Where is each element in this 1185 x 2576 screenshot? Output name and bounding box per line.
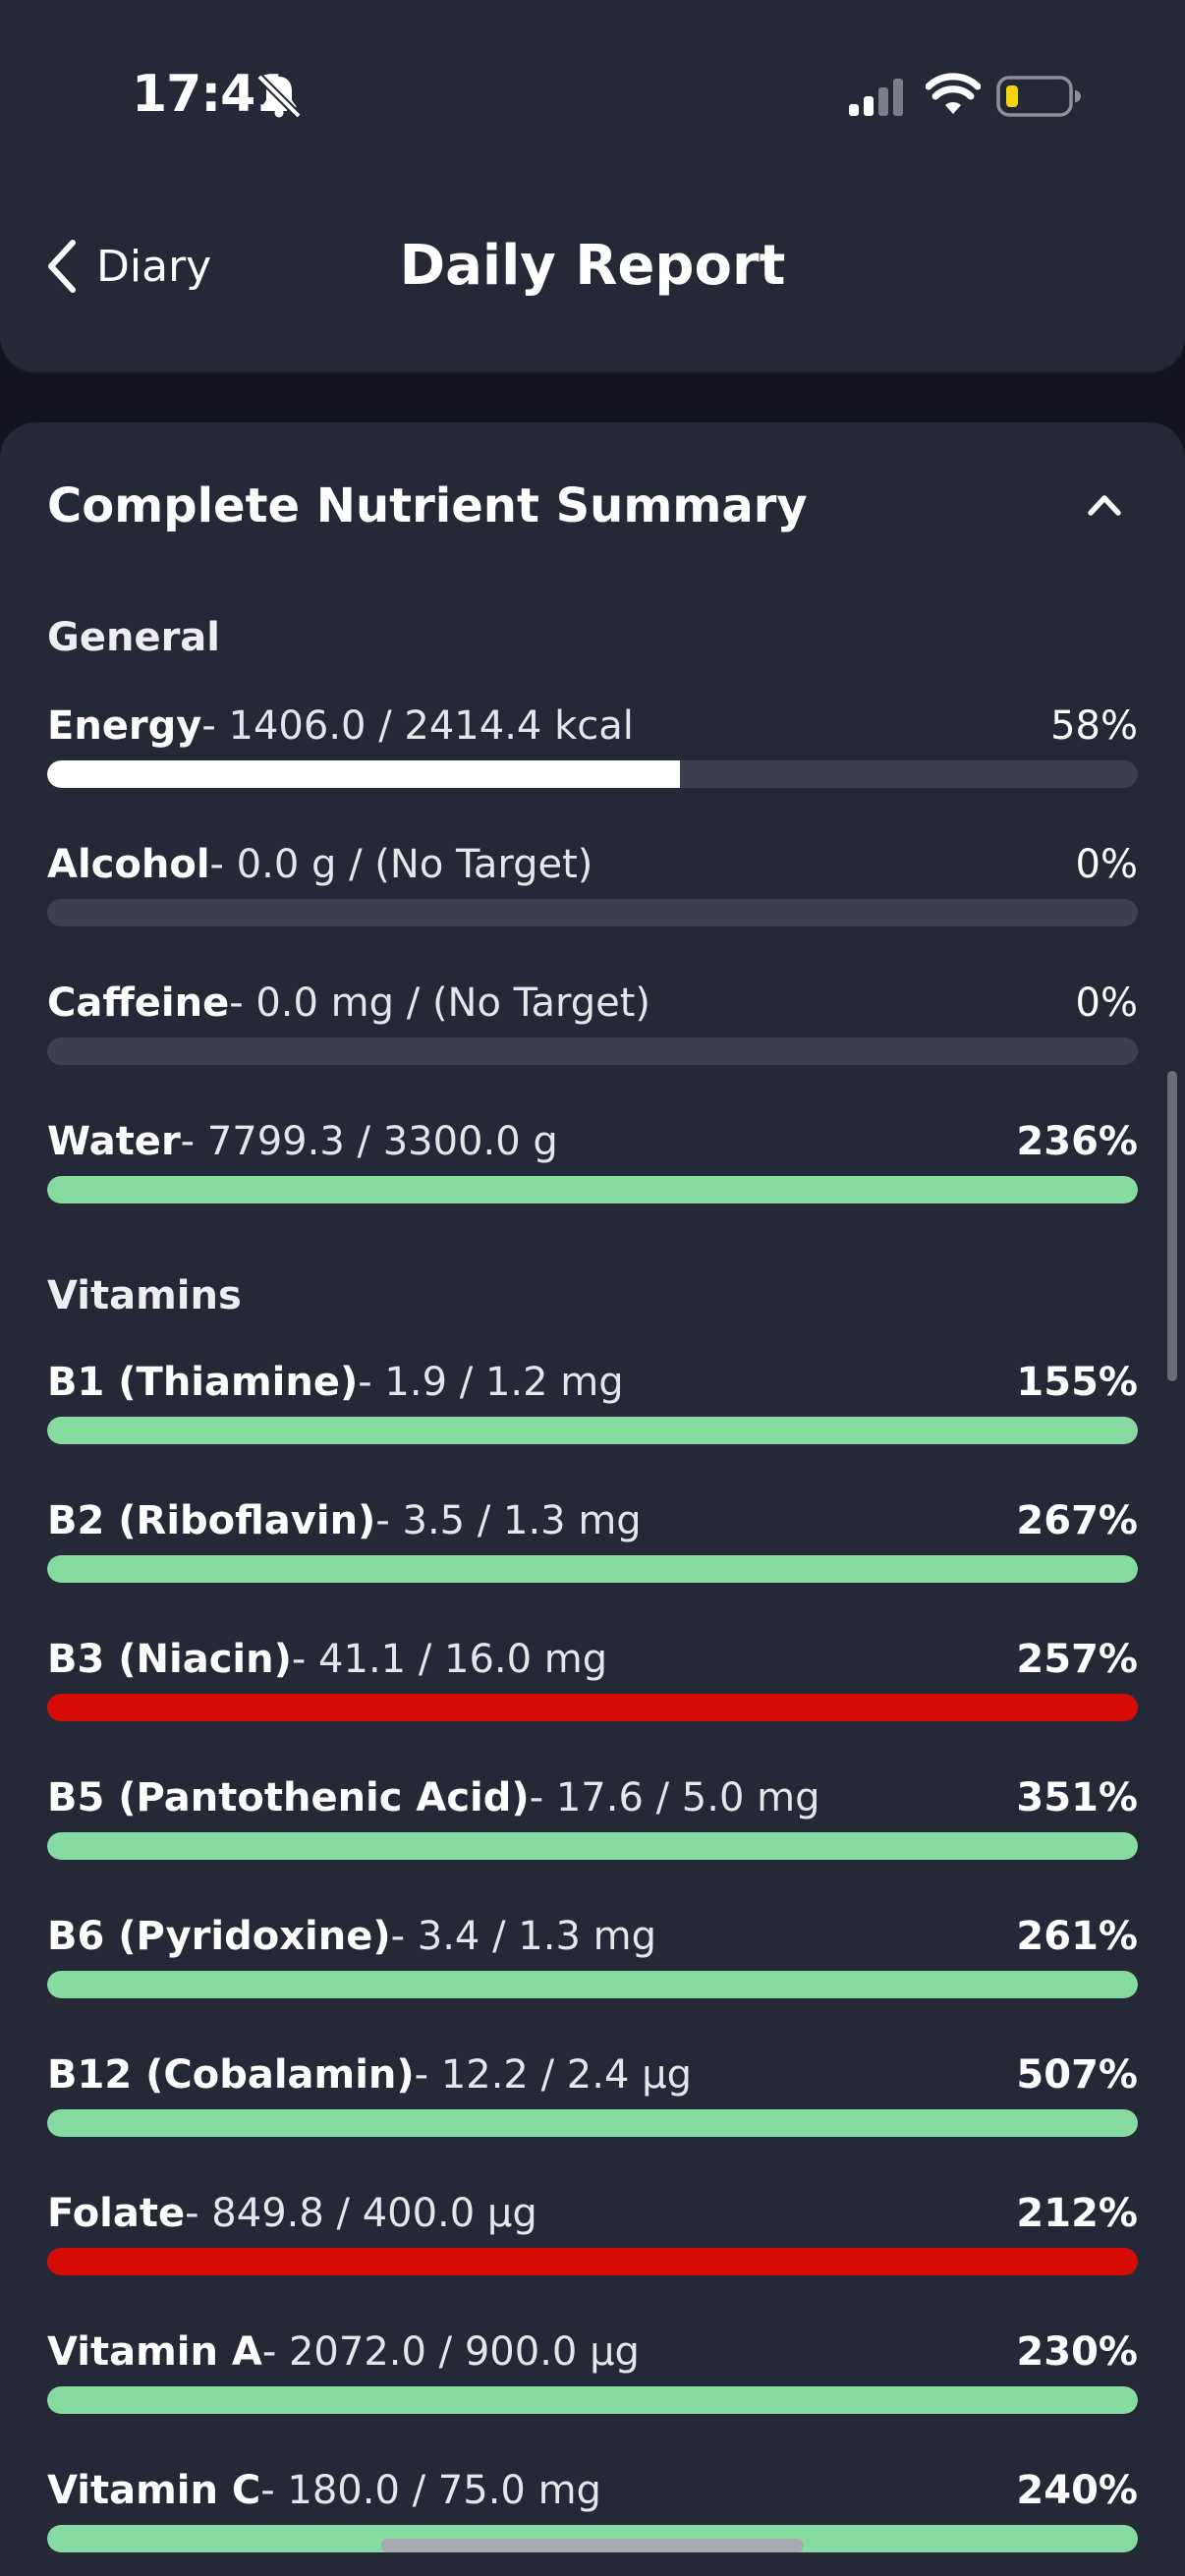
- nutrient-name: B1 (Thiamine): [47, 1360, 359, 1405]
- page-title: Daily Report: [399, 234, 786, 298]
- nutrient-row-caffeine: Caffeine- 0.0 mg / (No Target) 0%: [47, 975, 1138, 1065]
- nutrient-detail: - 17.6 / 5.0 mg: [529, 1775, 820, 1820]
- nutrient-row-vitamin-a: Vitamin A- 2072.0 / 900.0 µg 230%: [47, 2324, 1138, 2414]
- nutrient-row-b12: B12 (Cobalamin)- 12.2 / 2.4 µg 507%: [47, 2046, 1138, 2137]
- nutrient-summary-card: Complete Nutrient Summary General Energy…: [0, 422, 1185, 2576]
- nutrient-percent: 58%: [1050, 703, 1138, 749]
- wifi-icon: [926, 73, 981, 114]
- nutrient-name: Vitamin A: [47, 2329, 262, 2375]
- nutrient-percent: 507%: [1016, 2052, 1138, 2098]
- nutrient-row-b2: B2 (Riboflavin)- 3.5 / 1.3 mg 267%: [47, 1492, 1138, 1583]
- nutrient-name: Vitamin C: [47, 2468, 261, 2513]
- nutrient-detail: - 2072.0 / 900.0 µg: [261, 2329, 640, 2375]
- nutrient-name: B6 (Pyridoxine): [47, 1914, 391, 1959]
- back-button[interactable]: Diary: [43, 232, 211, 301]
- nutrient-row-b5: B5 (Pantothenic Acid)- 17.6 / 5.0 mg 351…: [47, 1769, 1138, 1860]
- nutrient-row-alcohol: Alcohol- 0.0 g / (No Target) 0%: [47, 836, 1138, 926]
- nutrient-percent: 0%: [1075, 842, 1138, 887]
- nutrient-percent: 155%: [1016, 1360, 1138, 1405]
- nutrient-row-energy: Energy- 1406.0 / 2414.4 kcal 58%: [47, 698, 1138, 788]
- nutrient-detail: - 1.9 / 1.2 mg: [358, 1360, 624, 1405]
- nutrient-row-folate: Folate- 849.8 / 400.0 µg 212%: [47, 2185, 1138, 2275]
- header: 17:41 Diary Da: [0, 0, 1185, 371]
- nutrient-percent: 240%: [1016, 2468, 1138, 2513]
- signal-icon: [849, 79, 903, 116]
- progress-bar: [47, 2386, 1138, 2414]
- progress-fill: [47, 1694, 1138, 1721]
- nutrient-name: Water: [47, 1119, 181, 1164]
- nutrient-row-b1: B1 (Thiamine)- 1.9 / 1.2 mg 155%: [47, 1354, 1138, 1444]
- progress-fill: [47, 1417, 1138, 1444]
- section-heading-vitamins: Vitamins: [47, 1273, 242, 1318]
- scrollbar-thumb[interactable]: [1167, 1071, 1177, 1381]
- back-label: Diary: [96, 241, 212, 292]
- progress-bar: [47, 760, 1138, 788]
- progress-bar: [47, 1832, 1138, 1860]
- progress-fill: [47, 2248, 1138, 2275]
- status-time: 17:41: [132, 65, 291, 124]
- chevron-left-icon: [48, 240, 76, 293]
- nutrient-detail: - 0.0 g / (No Target): [209, 842, 593, 887]
- nutrient-detail: - 3.4 / 1.3 mg: [390, 1914, 656, 1959]
- progress-bar: [47, 1555, 1138, 1583]
- card-header[interactable]: Complete Nutrient Summary: [47, 472, 1138, 540]
- nutrient-row-b3: B3 (Niacin)- 41.1 / 16.0 mg 257%: [47, 1631, 1138, 1721]
- chevron-up-icon[interactable]: [1085, 489, 1124, 519]
- nutrient-percent: 0%: [1075, 980, 1138, 1026]
- nutrient-name: Energy: [47, 703, 202, 749]
- nutrient-percent: 261%: [1016, 1914, 1138, 1959]
- nutrient-percent: 267%: [1016, 1498, 1138, 1543]
- nutrient-detail: - 0.0 mg / (No Target): [229, 980, 651, 1026]
- section-heading-general: General: [47, 615, 220, 660]
- progress-fill: [47, 760, 680, 788]
- progress-bar: [47, 1176, 1138, 1204]
- nutrient-detail: - 7799.3 / 3300.0 g: [180, 1119, 558, 1164]
- nutrient-detail: - 3.5 / 1.3 mg: [375, 1498, 642, 1543]
- nutrient-detail: - 849.8 / 400.0 µg: [185, 2191, 537, 2236]
- card-title: Complete Nutrient Summary: [47, 478, 808, 533]
- battery-icon: [996, 76, 1081, 117]
- progress-fill: [47, 2109, 1138, 2137]
- progress-fill: [47, 1176, 1138, 1204]
- nutrient-row-vitamin-c: Vitamin C- 180.0 / 75.0 mg 240%: [47, 2462, 1138, 2552]
- progress-bar: [47, 1694, 1138, 1721]
- progress-bar: [47, 899, 1138, 926]
- progress-bar: [47, 2109, 1138, 2137]
- nutrient-name: B12 (Cobalamin): [47, 2052, 415, 2098]
- nutrient-row-b6: B6 (Pyridoxine)- 3.4 / 1.3 mg 261%: [47, 1908, 1138, 1998]
- progress-bar: [47, 2248, 1138, 2275]
- nutrient-percent: 351%: [1016, 1775, 1138, 1820]
- progress-bar: [47, 1037, 1138, 1065]
- nutrient-name: Caffeine: [47, 980, 230, 1026]
- home-indicator[interactable]: [381, 2539, 804, 2552]
- nutrient-name: B2 (Riboflavin): [47, 1498, 376, 1543]
- nutrient-percent: 230%: [1016, 2329, 1138, 2375]
- progress-fill: [47, 1555, 1138, 1583]
- nutrient-name: B5 (Pantothenic Acid): [47, 1775, 530, 1820]
- nutrient-percent: 236%: [1016, 1119, 1138, 1164]
- progress-bar: [47, 1417, 1138, 1444]
- nutrient-detail: - 1406.0 / 2414.4 kcal: [201, 703, 634, 749]
- progress-bar: [47, 1971, 1138, 1998]
- nutrient-name: Folate: [47, 2191, 186, 2236]
- bell-slash-icon: [256, 74, 302, 119]
- nutrient-percent: 212%: [1016, 2191, 1138, 2236]
- nutrient-detail: - 12.2 / 2.4 µg: [414, 2052, 692, 2098]
- progress-fill: [47, 2386, 1138, 2414]
- progress-fill: [47, 1971, 1138, 1998]
- nutrient-name: B3 (Niacin): [47, 1637, 292, 1682]
- progress-fill: [47, 1832, 1138, 1860]
- nutrient-detail: - 180.0 / 75.0 mg: [260, 2468, 601, 2513]
- nutrient-name: Alcohol: [47, 842, 210, 887]
- nutrient-percent: 257%: [1016, 1637, 1138, 1682]
- nutrient-detail: - 41.1 / 16.0 mg: [291, 1637, 608, 1682]
- nutrient-row-water: Water- 7799.3 / 3300.0 g 236%: [47, 1113, 1138, 1204]
